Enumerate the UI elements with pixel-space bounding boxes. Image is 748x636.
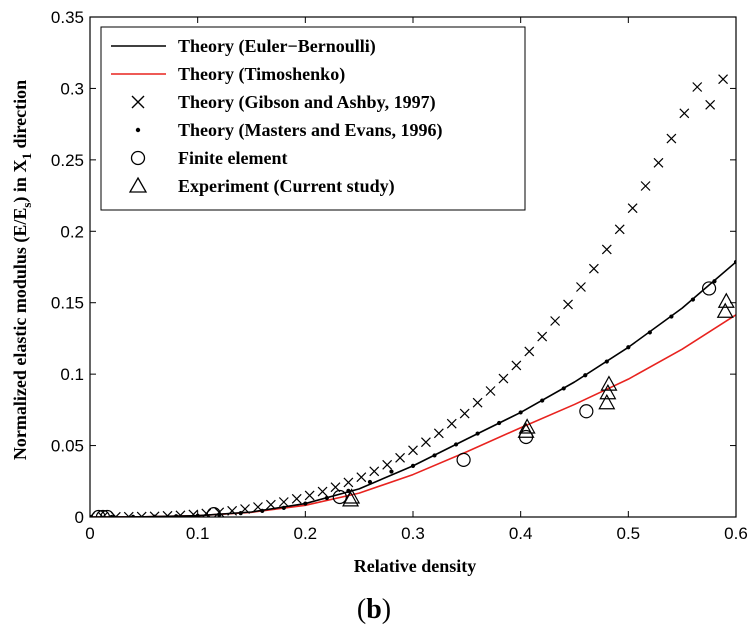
gibson-ashby-point [576, 283, 585, 292]
gibson-ashby-point [602, 245, 611, 254]
series-line-timoshenko [90, 315, 736, 517]
legend: Theory (Euler−Bernoulli) Theory (Timoshe… [101, 27, 525, 210]
y-tick-label: 0.05 [51, 437, 84, 456]
x-tick-label: 0 [85, 524, 94, 543]
x-tick-label: 0.2 [294, 524, 318, 543]
y-tick-label: 0.25 [51, 151, 84, 170]
gibson-ashby-point [564, 300, 573, 309]
gibson-ashby-point [409, 446, 418, 455]
y-tick-label: 0.1 [60, 365, 84, 384]
y-axis-label-mid: ) in X [10, 160, 31, 203]
masters-evans-point [282, 506, 286, 510]
x-tick-label: 0.5 [617, 524, 641, 543]
gibson-ashby-point [460, 409, 469, 418]
masters-evans-point [432, 453, 436, 457]
gibson-ashby-point [628, 204, 637, 213]
panel-label-close: ) [382, 594, 391, 625]
gibson-ashby-point [693, 83, 702, 92]
masters-evans-point [562, 386, 566, 390]
legend-entry-masters-evans: Theory (Masters and Evans, 1996) [136, 120, 443, 141]
x-tick-label: 0.6 [724, 524, 748, 543]
panel-label-letter: b [366, 594, 382, 625]
masters-evans-point [669, 314, 673, 318]
x-tick-labels: 0 0.1 0.2 0.3 0.4 0.5 0.6 [85, 524, 748, 543]
y-tick-label: 0.35 [51, 8, 84, 27]
legend-label-timoshenko: Theory (Timoshenko) [178, 64, 345, 85]
y-tick-labels: 0 0.05 0.1 0.15 0.2 0.25 0.3 0.35 [51, 8, 84, 527]
masters-evans-point [626, 345, 630, 349]
legend-swatch-dot-marker [136, 128, 140, 132]
gibson-ashby-point [719, 75, 728, 84]
masters-evans-point [303, 501, 307, 505]
masters-evans-point [454, 442, 458, 446]
legend-label-masters-evans: Theory (Masters and Evans, 1996) [178, 120, 443, 141]
x-tick-label: 0.4 [509, 524, 533, 543]
finite-element-point [580, 405, 593, 418]
gibson-ashby-point [525, 347, 534, 356]
y-axis-label-end: direction [10, 80, 30, 153]
gibson-ashby-point [266, 500, 275, 509]
x-axis-label: Relative density [354, 556, 476, 576]
masters-evans-point [691, 297, 695, 301]
x-tick-label: 0.1 [186, 524, 210, 543]
masters-evans-point [411, 464, 415, 468]
masters-evans-point [519, 410, 523, 414]
masters-evans-point [583, 373, 587, 377]
masters-evans-point [368, 480, 372, 484]
y-axis-label-main: Normalized elastic modulus (E/E [10, 208, 31, 461]
gibson-ashby-point [318, 487, 327, 496]
gibson-ashby-point [434, 429, 443, 438]
gibson-ashby-point [370, 467, 379, 476]
gibson-ashby-point [667, 134, 676, 143]
gibson-ashby-point [292, 494, 301, 503]
y-tick-label: 0.3 [60, 79, 84, 98]
gibson-ashby-point [421, 438, 430, 447]
gibson-ashby-point [512, 361, 521, 370]
legend-entry-gibson-ashby: Theory (Gibson and Ashby, 1997) [132, 92, 436, 113]
gibson-ashby-point [499, 374, 508, 383]
masters-evans-point [497, 421, 501, 425]
gibson-ashby-point [538, 332, 547, 341]
gibson-ashby-point [706, 100, 715, 109]
gibson-ashby-point [253, 503, 262, 512]
gibson-ashby-point [447, 419, 456, 428]
masters-evans-point [325, 496, 329, 500]
masters-evans-point [476, 431, 480, 435]
gibson-ashby-point [641, 182, 650, 191]
gibson-ashby-point [305, 491, 314, 500]
gibson-ashby-point [344, 478, 353, 487]
y-tick-label: 0.2 [60, 222, 84, 241]
gibson-ashby-point [654, 158, 663, 167]
masters-evans-point [648, 330, 652, 334]
gibson-ashby-point [473, 398, 482, 407]
gibson-ashby-point [615, 225, 624, 234]
gibson-ashby-point [383, 460, 392, 469]
legend-label-gibson-ashby: Theory (Gibson and Ashby, 1997) [178, 92, 436, 113]
series-line-euler-bernoulli [90, 262, 736, 517]
gibson-ashby-point [551, 317, 560, 326]
gibson-ashby-point [396, 453, 405, 462]
y-axis-label: Normalized elastic modulus (E/Es) in X1 … [10, 80, 34, 460]
gibson-ashby-point [279, 498, 288, 507]
masters-evans-point [540, 398, 544, 402]
legend-label-experiment: Experiment (Current study) [178, 176, 395, 197]
gibson-ashby-point [589, 264, 598, 273]
legend-label-finite-element: Finite element [178, 148, 287, 168]
masters-evans-point [389, 469, 393, 473]
y-tick-label: 0.15 [51, 294, 84, 313]
y-tick-label: 0 [75, 508, 84, 527]
gibson-ashby-point [680, 109, 689, 118]
panel-label-open: ( [357, 594, 366, 625]
legend-label-euler-bernoulli: Theory (Euler−Bernoulli) [178, 36, 376, 57]
panel-label: (b) [357, 594, 391, 625]
finite-element-point [457, 453, 470, 466]
gibson-ashby-point [357, 473, 366, 482]
masters-evans-point [174, 514, 178, 518]
masters-evans-point [605, 359, 609, 363]
x-tick-label: 0.3 [401, 524, 425, 543]
gibson-ashby-point [486, 387, 495, 396]
